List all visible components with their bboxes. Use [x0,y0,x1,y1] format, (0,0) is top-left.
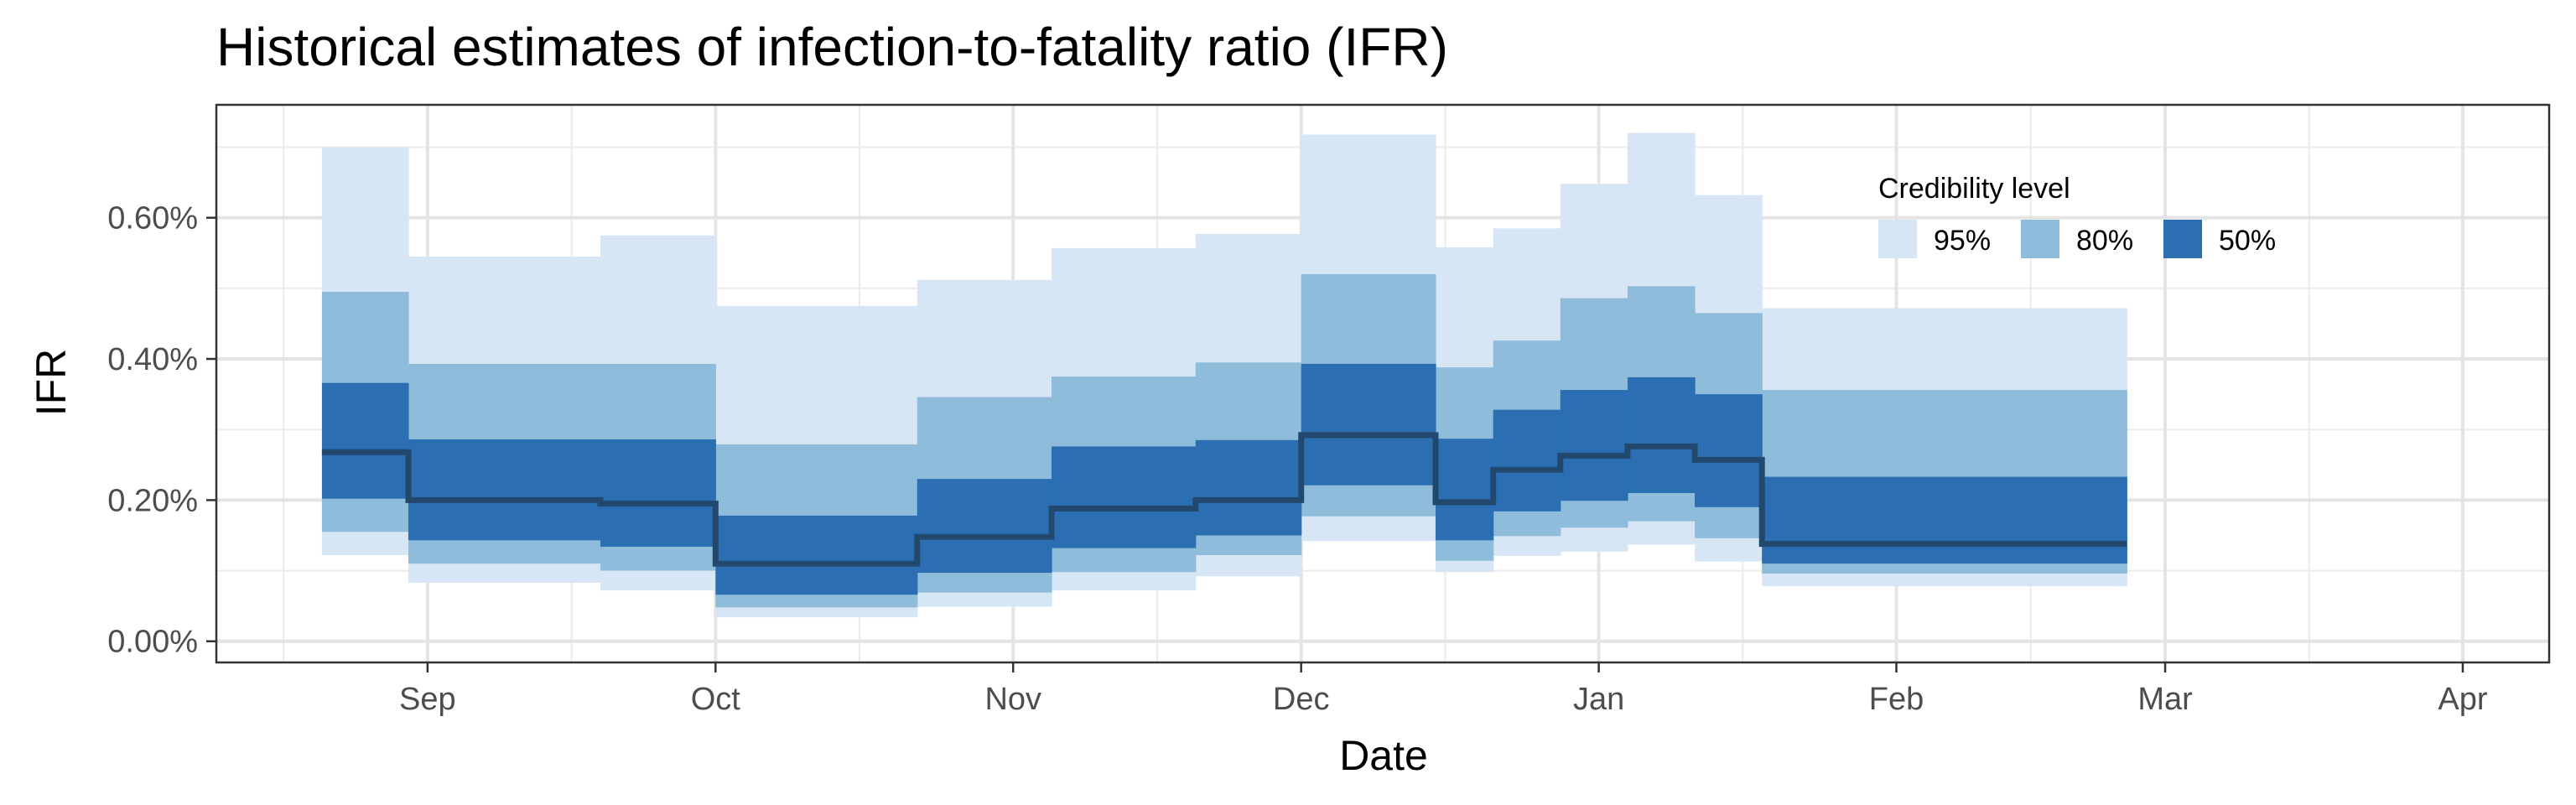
y-axis: 0.00% 0.20% 0.40% 0.60% [107,201,216,660]
band-50-segment [917,479,1052,574]
band-50-segment [1627,377,1696,493]
x-tick-label: Oct [691,682,741,717]
x-tick-label: Apr [2438,682,2487,717]
chart-title: Historical estimates of infection-to-fat… [216,17,1448,77]
y-axis-title: IFR [28,349,75,417]
band-50-segment [600,439,716,547]
legend-label: 95% [1934,225,1991,257]
x-tick-label: Feb [1869,682,1924,717]
y-tick-label: 0.60% [107,201,198,236]
legend-label: 50% [2219,225,2276,257]
median-layer [321,432,2127,567]
plot-panel: Credibility level 95% 80% 50% [215,103,2551,664]
y-tick-label: 0.20% [107,483,198,518]
x-axis-title: Date [1339,732,1428,779]
x-tick-label: Sep [399,682,456,717]
band-50-segment [321,382,409,499]
x-tick-label: Mar [2137,682,2193,717]
legend: Credibility level 95% 80% 50% [1878,173,2276,258]
band-50-segment [1195,439,1302,536]
x-axis: Sep Oct Nov Dec Jan Feb Mar Apr [399,662,2488,717]
band-50-segment [408,439,601,541]
legend-key [2021,220,2059,258]
band-50-segment [1493,409,1561,512]
y-tick-label: 0.40% [107,342,198,377]
x-tick-label: Jan [1573,682,1624,717]
legend-title: Credibility level [1878,173,2070,205]
plot-border [215,103,2551,664]
band-50-segment [1695,394,1763,507]
legend-key [2163,220,2202,258]
band-50-segment [1560,390,1628,501]
x-tick-label: Nov [984,682,1041,717]
band-50-segment [1435,439,1494,541]
band-50-segment [1301,363,1436,486]
band-50-segment [715,515,918,595]
band-50-segment [1052,446,1197,548]
band-50-segment [1762,476,2127,564]
legend-label: 80% [2076,225,2133,257]
x-tick-label: Dec [1273,682,1330,717]
median-line [321,432,2127,567]
y-tick-label: 0.00% [107,625,198,660]
legend-key [1878,220,1917,258]
